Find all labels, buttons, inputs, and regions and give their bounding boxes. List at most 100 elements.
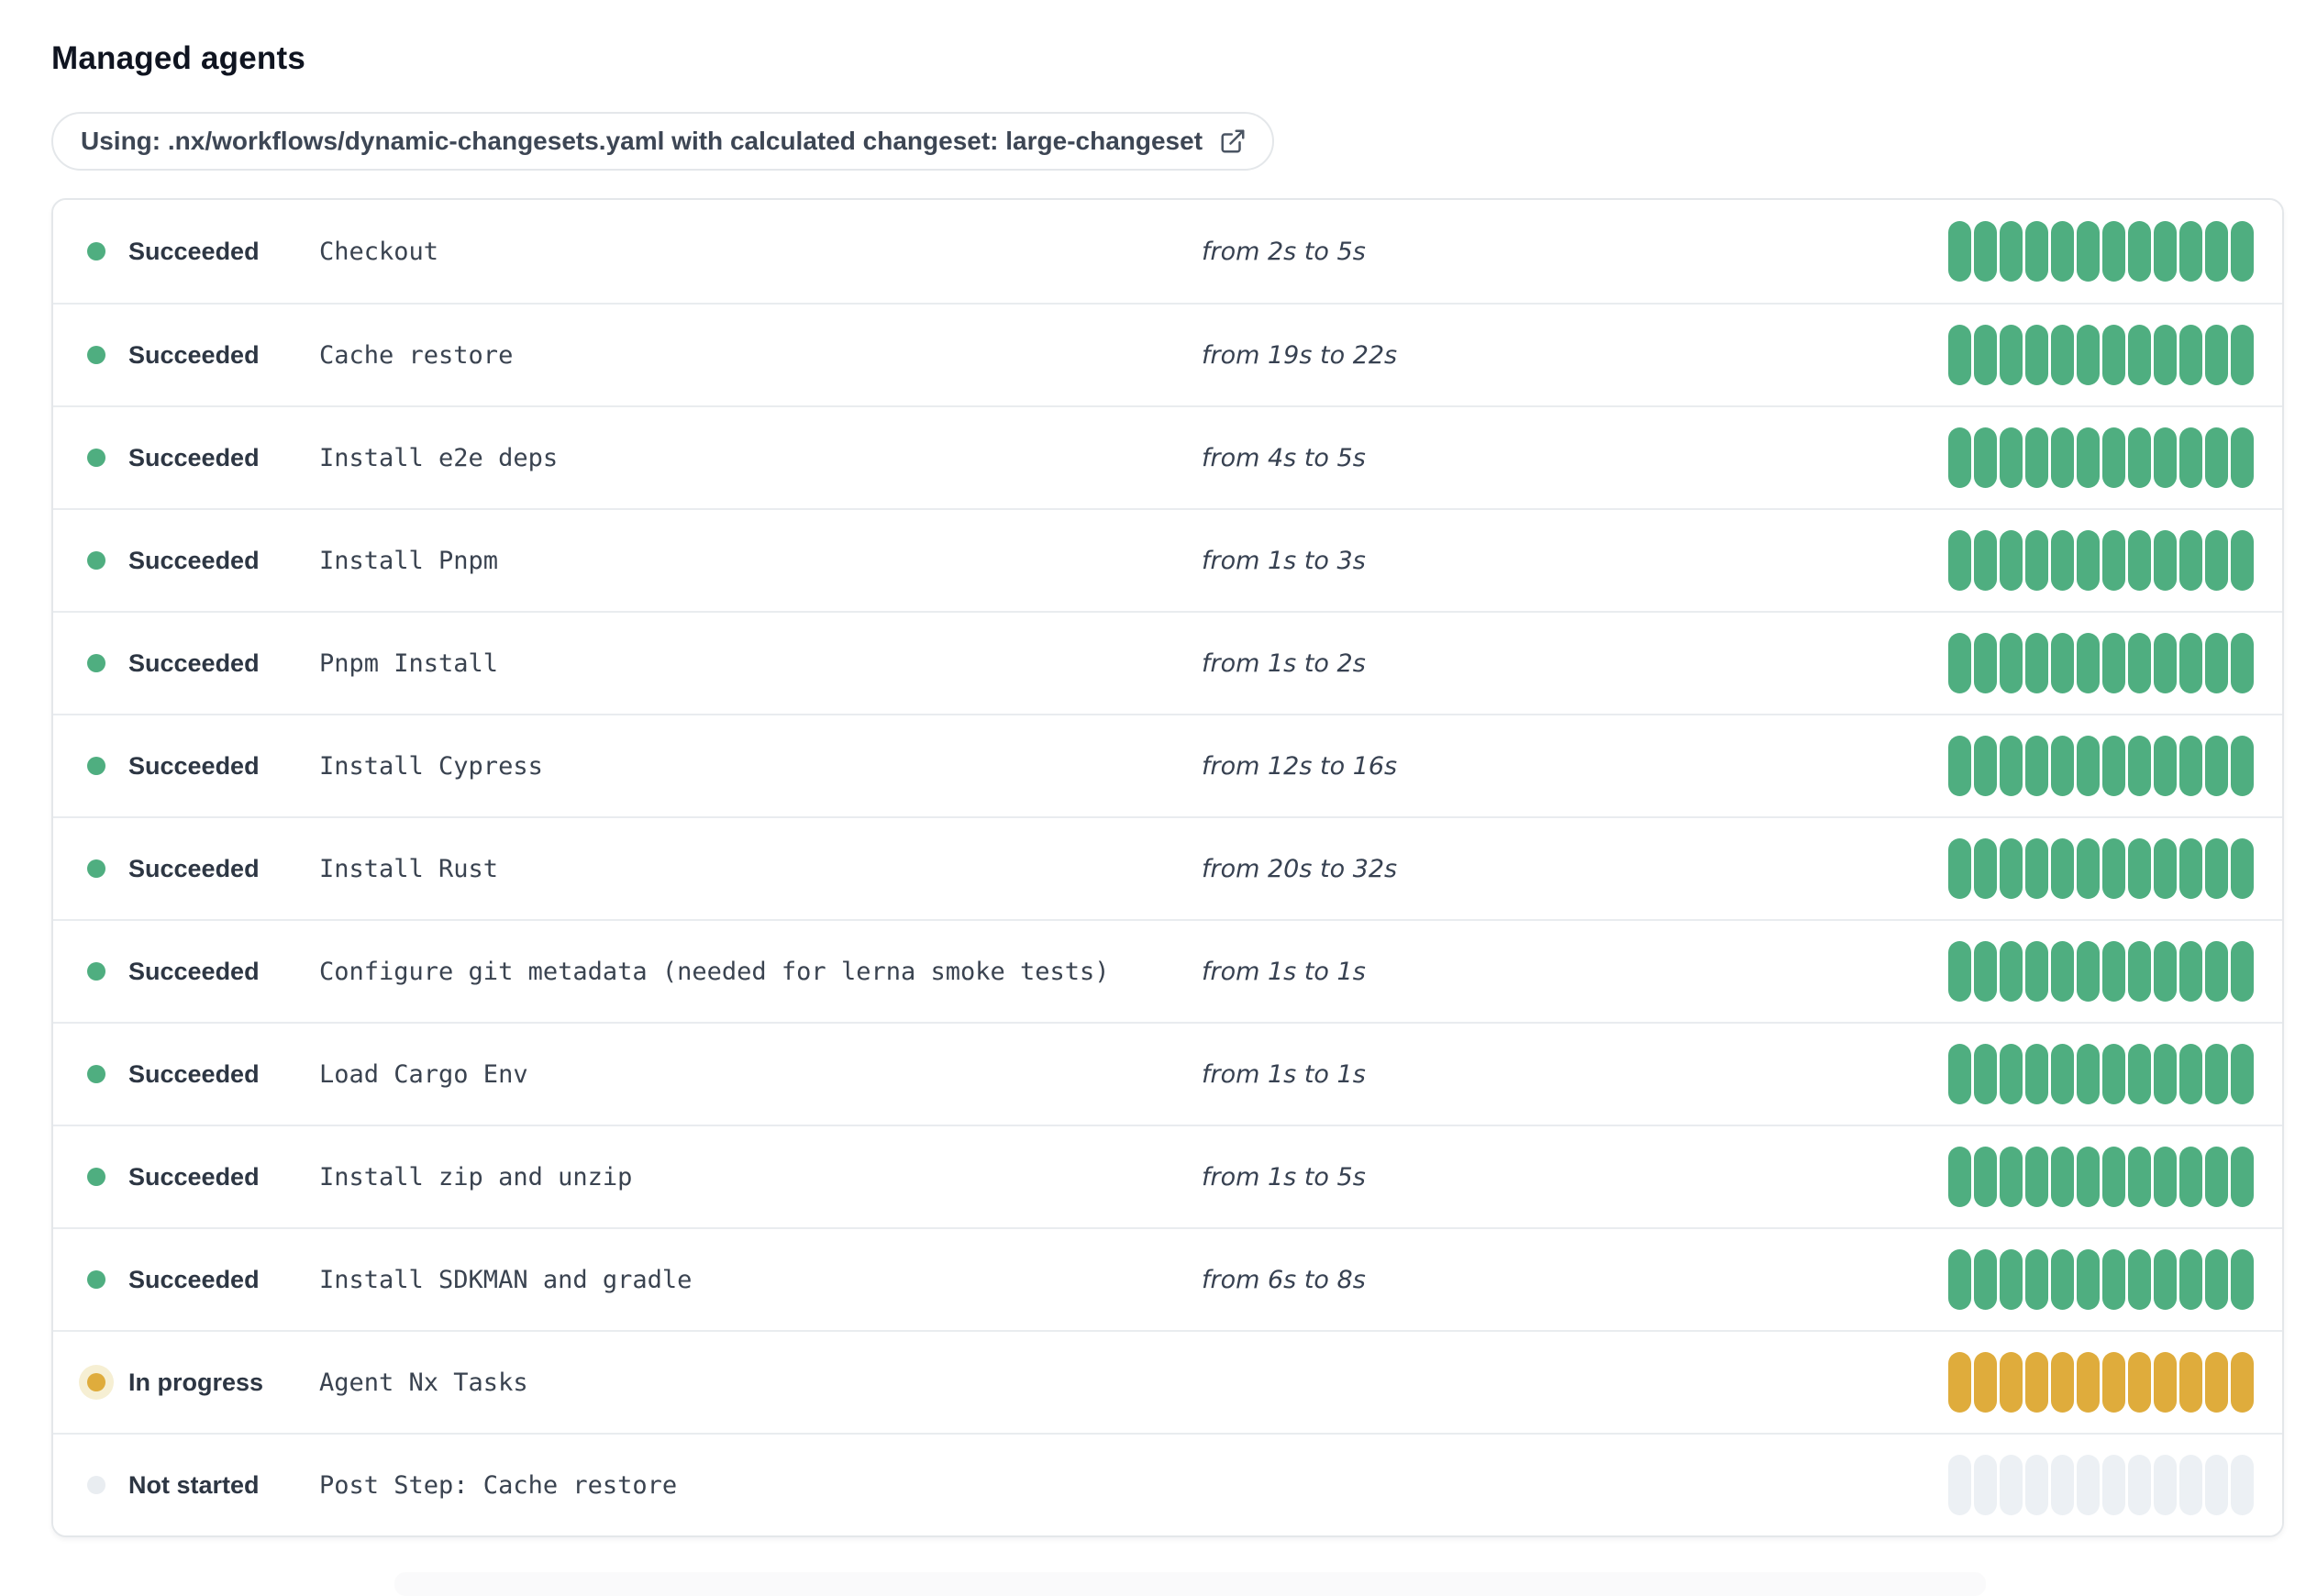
step-name: Install Rust: [319, 854, 499, 883]
status-cell: Succeeded: [53, 338, 319, 372]
progress-segment: [2231, 325, 2254, 385]
progress-segment: [2179, 530, 2202, 591]
progress-segment: [1974, 325, 1997, 385]
status-halo: [79, 543, 114, 578]
agent-step-row[interactable]: Succeeded Install Rust from 20s to 32s: [53, 816, 2282, 919]
status-label: Succeeded: [128, 751, 260, 780]
progress-segment: [1948, 941, 1971, 1002]
status-label: Succeeded: [128, 1265, 260, 1293]
progress-segment: [2051, 941, 2074, 1002]
progress-segment: [1974, 1352, 1997, 1413]
step-name: Cache restore: [319, 340, 514, 370]
progress-segment: [2000, 736, 2023, 796]
progress-segment: [2102, 427, 2125, 488]
status-dot-icon: [87, 1476, 105, 1494]
status-label: Succeeded: [128, 546, 260, 574]
status-dot-icon: [87, 859, 105, 878]
progress-segment: [1974, 838, 1997, 899]
status-dot-icon: [87, 346, 105, 364]
progress-segment: [2205, 1044, 2228, 1104]
progress-segment: [2205, 1147, 2228, 1207]
progress-segment: [1948, 1455, 1971, 1515]
progress-segment: [2051, 530, 2074, 591]
progress-segment: [2154, 838, 2177, 899]
progress-segment: [2154, 633, 2177, 693]
progress-segment: [2205, 736, 2228, 796]
progress-segment: [1948, 838, 1971, 899]
agent-step-row[interactable]: Succeeded Install SDKMAN and gradle from…: [53, 1227, 2282, 1330]
status-halo: [79, 1365, 114, 1400]
progress-segment: [1948, 736, 1971, 796]
progress-segment: [1974, 1249, 1997, 1310]
progress-segment: [1974, 736, 1997, 796]
status-label: Succeeded: [128, 1059, 260, 1088]
progress-segment: [2205, 427, 2228, 488]
page-title: Managed agents: [51, 40, 306, 76]
progress-segment: [2102, 1455, 2125, 1515]
progress-segment: [2231, 427, 2254, 488]
progress-segment: [2154, 736, 2177, 796]
status-dot-icon: [87, 242, 105, 260]
progress-segment: [2051, 736, 2074, 796]
agent-step-row[interactable]: Not started Post Step: Cache restore: [53, 1433, 2282, 1535]
progress-segment: [2154, 941, 2177, 1002]
progress-segment: [2102, 1147, 2125, 1207]
status-cell: Not started: [53, 1468, 319, 1502]
next-section-peek: [394, 1572, 1986, 1596]
status-cell: Succeeded: [53, 1262, 319, 1297]
workflow-banner-text: Using: .nx/workflows/dynamic-changesets.…: [81, 127, 1203, 155]
progress-segment: [2205, 838, 2228, 899]
agent-step-row[interactable]: Succeeded Checkout from 2s to 5s: [53, 200, 2282, 303]
step-name: Install e2e deps: [319, 443, 559, 472]
progress-segment: [2128, 1249, 2151, 1310]
agent-step-row[interactable]: Succeeded Install Pnpm from 1s to 3s: [53, 508, 2282, 611]
agent-step-row[interactable]: Succeeded Pnpm Install from 1s to 2s: [53, 611, 2282, 714]
agent-progress-segments: [1948, 633, 2254, 693]
agent-step-row[interactable]: Succeeded Install Cypress from 12s to 16…: [53, 714, 2282, 816]
progress-segment: [2000, 1455, 2023, 1515]
progress-segment: [2051, 1044, 2074, 1104]
progress-segment: [1974, 941, 1997, 1002]
workflow-banner-link[interactable]: Using: .nx/workflows/dynamic-changesets.…: [51, 112, 1275, 171]
progress-segment: [2128, 838, 2151, 899]
agent-progress-segments: [1948, 1352, 2254, 1413]
progress-segment: [2077, 838, 2100, 899]
agent-progress-segments: [1948, 1147, 2254, 1207]
progress-segment: [2205, 1352, 2228, 1413]
progress-segment: [2025, 1352, 2048, 1413]
progress-segment: [2000, 530, 2023, 591]
progress-segment: [2025, 633, 2048, 693]
duration-range: from 1s to 2s: [1202, 648, 1366, 678]
progress-segment: [2025, 325, 2048, 385]
progress-segment: [2154, 325, 2177, 385]
agent-step-row[interactable]: In progress Agent Nx Tasks: [53, 1330, 2282, 1433]
progress-segment: [2231, 1147, 2254, 1207]
progress-segment: [2051, 1249, 2074, 1310]
progress-segment: [2025, 1044, 2048, 1104]
status-halo: [79, 748, 114, 783]
agent-step-row[interactable]: Succeeded Load Cargo Env from 1s to 1s: [53, 1022, 2282, 1125]
agent-step-row[interactable]: Succeeded Cache restore from 19s to 22s: [53, 303, 2282, 405]
agent-step-row[interactable]: Succeeded Install e2e deps from 4s to 5s: [53, 405, 2282, 508]
progress-segment: [2051, 1147, 2074, 1207]
progress-segment: [1974, 1455, 1997, 1515]
external-link-icon[interactable]: [1219, 127, 1247, 155]
progress-segment: [2231, 1352, 2254, 1413]
progress-segment: [2000, 325, 2023, 385]
progress-segment: [1974, 530, 1997, 591]
status-label: Succeeded: [128, 957, 260, 985]
duration-range: from 1s to 3s: [1202, 546, 1366, 575]
progress-segment: [2077, 1249, 2100, 1310]
agent-step-row[interactable]: Succeeded Install zip and unzip from 1s …: [53, 1125, 2282, 1227]
status-label: In progress: [128, 1368, 264, 1396]
agent-step-row[interactable]: Succeeded Configure git metadata (needed…: [53, 919, 2282, 1022]
progress-segment: [2205, 633, 2228, 693]
progress-segment: [2025, 221, 2048, 282]
progress-segment: [2205, 941, 2228, 1002]
progress-segment: [2077, 530, 2100, 591]
progress-segment: [2102, 1352, 2125, 1413]
progress-segment: [2000, 427, 2023, 488]
progress-segment: [2154, 1044, 2177, 1104]
agent-progress-segments: [1948, 221, 2254, 282]
progress-segment: [2000, 838, 2023, 899]
